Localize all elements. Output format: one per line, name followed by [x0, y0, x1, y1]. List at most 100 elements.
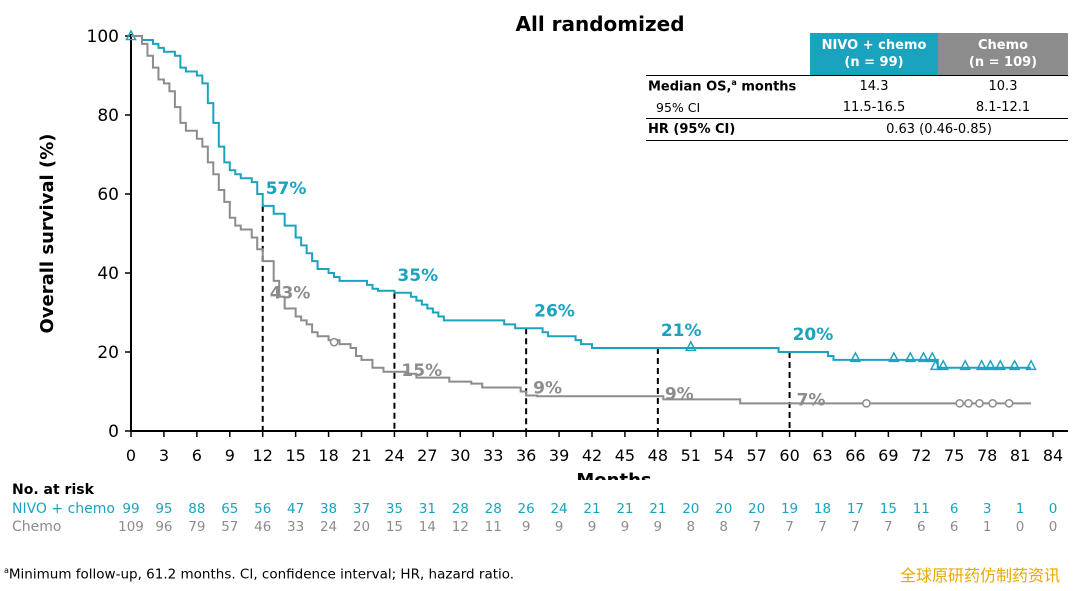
risk-value: 11: [484, 519, 502, 535]
risk-value: 99: [122, 501, 140, 517]
chemo-landmark-label: 15%: [401, 361, 442, 381]
risk-value: 88: [188, 501, 206, 517]
nivo-censor-mark: [849, 351, 862, 363]
nivo-landmark-label: 35%: [397, 266, 438, 286]
x-tick-label: 51: [681, 446, 701, 465]
nivo-censor-mark: [937, 359, 949, 371]
x-tick-label: 24: [384, 446, 404, 465]
chemo-censor-mark: [862, 399, 871, 408]
risk-value: 28: [484, 501, 502, 517]
risk-value: 3: [982, 501, 992, 517]
risk-value: 6: [916, 519, 926, 535]
nivo-landmark-label: 21%: [661, 321, 702, 341]
nivo-censor-mark: [1008, 359, 1021, 371]
x-tick-label: 60: [779, 446, 799, 465]
median-chemo: 10.3: [938, 75, 1068, 97]
risk-value: 9: [587, 519, 597, 535]
x-tick-label: 27: [417, 446, 437, 465]
risk-value: 0: [1015, 519, 1025, 535]
risk-row-label-nivo: NIVO + chemo: [12, 501, 115, 517]
risk-value: 38: [319, 501, 338, 517]
risk-row-label-chemo: Chemo: [12, 519, 62, 535]
x-axis-label: Months: [576, 470, 651, 480]
nivo-censor-mark: [888, 351, 900, 363]
y-tick-label: 40: [97, 264, 119, 284]
risk-value: 65: [221, 501, 239, 517]
chart-title: All randomized: [515, 12, 685, 36]
x-tick-label: 0: [126, 446, 136, 465]
nivo-censor-mark: [975, 359, 988, 371]
x-tick-label: 72: [911, 446, 931, 465]
risk-value: 8: [686, 519, 696, 535]
x-tick-label: 6: [192, 446, 202, 465]
nivo-landmark-label: 57%: [266, 179, 307, 199]
nivo-censor-mark: [994, 359, 1007, 371]
nivo-landmark-label: 20%: [793, 325, 834, 345]
chemo-landmark-label: 9%: [665, 384, 694, 404]
x-tick-label: 48: [648, 446, 668, 465]
x-tick-label: 69: [878, 446, 898, 465]
chemo-censor-mark: [955, 399, 965, 408]
stats-header-nivo-n: (n = 99): [844, 55, 904, 70]
x-tick-label: 18: [318, 446, 338, 465]
risk-value: 15: [879, 501, 897, 517]
x-tick-label: 54: [714, 446, 734, 465]
risk-value: 18: [813, 501, 832, 517]
risk-value: 79: [188, 519, 206, 535]
x-tick-label: 81: [1010, 446, 1030, 465]
risk-value: 7: [851, 519, 860, 535]
y-axis-label: Overall survival (%): [37, 134, 58, 334]
x-tick-label: 39: [549, 446, 569, 465]
risk-value: 46: [254, 519, 272, 535]
y-tick-label: 0: [108, 422, 119, 442]
x-tick-label: 75: [944, 446, 964, 465]
risk-value: 28: [451, 501, 469, 517]
x-tick-label: 30: [450, 446, 470, 465]
risk-value: 6: [949, 519, 959, 535]
chemo-landmark-label: 7%: [797, 390, 826, 410]
stats-table-corner: [646, 33, 810, 76]
y-tick-label: 80: [97, 106, 119, 126]
risk-value: 6: [949, 501, 959, 517]
chemo-landmark-label: 9%: [533, 379, 562, 399]
nivo-censor-mark: [917, 351, 930, 363]
x-tick-label: 33: [483, 446, 503, 465]
risk-value: 33: [287, 519, 305, 535]
risk-value: 95: [155, 501, 173, 517]
risk-value: 20: [352, 519, 371, 535]
risk-value: 1: [1015, 501, 1025, 517]
risk-value: 7: [752, 519, 761, 535]
risk-value: 14: [418, 519, 436, 535]
chemo-censor-mark: [1004, 399, 1014, 408]
risk-value: 24: [319, 519, 338, 535]
x-tick-label: 15: [285, 446, 305, 465]
x-tick-label: 57: [746, 446, 766, 465]
x-tick-label: 45: [615, 446, 635, 465]
risk-value: 109: [118, 519, 144, 535]
risk-value: 21: [649, 501, 667, 517]
risk-value: 47: [287, 501, 305, 517]
chemo-censor-mark: [964, 399, 973, 408]
median-os-label: Median OS,a months: [646, 75, 810, 97]
y-tick-label: 100: [87, 27, 119, 47]
risk-value: 0: [1048, 501, 1058, 517]
risk-value: 21: [616, 501, 634, 517]
nivo-censor-mark: [904, 351, 917, 363]
chemo-censor-mark: [988, 399, 997, 408]
x-tick-label: 3: [159, 446, 169, 465]
risk-table: No. at risk NIVO + chemo Chemo 99 95 88 65 5…: [0, 482, 1080, 542]
footnote: aMinimum follow-up, 61.2 months. CI, con…: [4, 566, 515, 583]
risk-value: 20: [715, 501, 733, 517]
risk-value: 1: [982, 519, 992, 535]
nivo-censor-mark: [1025, 359, 1037, 371]
risk-value: 96: [155, 519, 173, 535]
nivo-censor-mark: [984, 359, 997, 371]
x-tick-label: 63: [812, 446, 832, 465]
risk-value: 8: [719, 519, 728, 535]
risk-value: 9: [554, 519, 564, 535]
risk-value: 35: [385, 501, 404, 517]
risk-value: 7: [818, 519, 827, 535]
risk-value: 0: [1048, 519, 1058, 535]
risk-value: 31: [418, 501, 436, 517]
risk-value: 11: [912, 501, 930, 517]
